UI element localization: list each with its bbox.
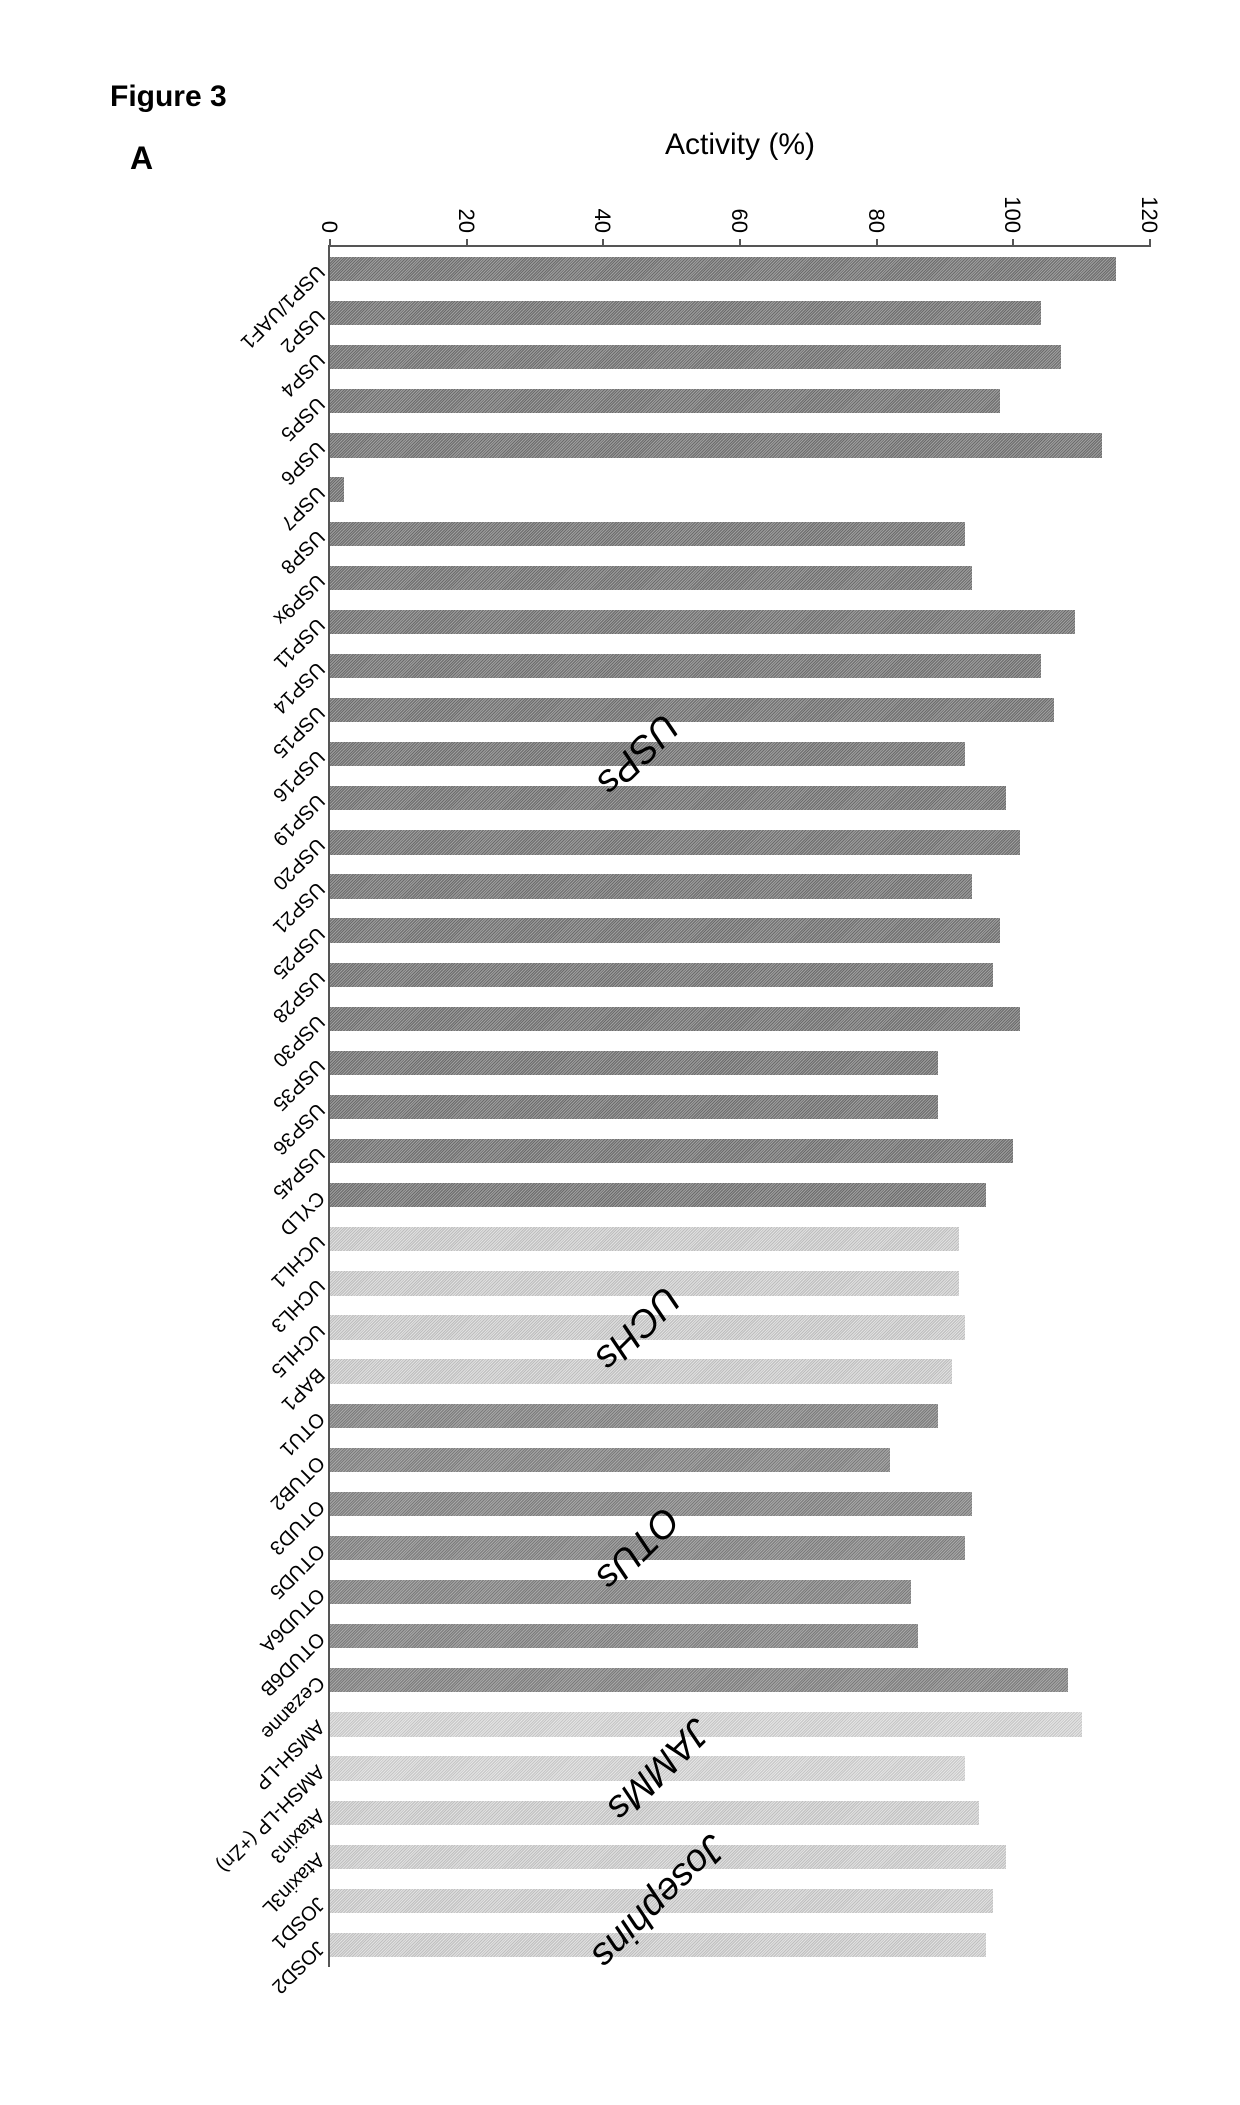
bar	[330, 1712, 1082, 1736]
bar	[330, 654, 1041, 678]
bar	[330, 477, 344, 501]
x-tick-label: USP6	[275, 436, 328, 489]
bar	[330, 1007, 1020, 1031]
bar	[330, 566, 972, 590]
bar	[330, 433, 1102, 457]
page: Figure 3 A Activity (%) 020406080100120U…	[0, 0, 1240, 2105]
bar	[330, 786, 1007, 810]
bar	[330, 1315, 966, 1339]
bar	[330, 1933, 986, 1957]
bar	[330, 1051, 938, 1075]
bar	[330, 1183, 986, 1207]
bar	[330, 1801, 979, 1825]
bar	[330, 1492, 972, 1516]
bar	[330, 1580, 911, 1604]
bar	[330, 874, 972, 898]
bar	[330, 257, 1116, 281]
x-tick-label: USP4	[275, 348, 328, 401]
y-tick-label: 0	[316, 221, 342, 247]
bar	[330, 698, 1054, 722]
bar	[330, 345, 1061, 369]
bar	[330, 1095, 938, 1119]
x-tick-label: USP7	[275, 480, 328, 533]
bar	[330, 1624, 918, 1648]
y-axis-title: Activity (%)	[665, 128, 815, 162]
x-tick-label: USP5	[275, 392, 328, 445]
y-tick-label: 60	[726, 209, 752, 247]
bar	[330, 522, 966, 546]
bar	[330, 1139, 1013, 1163]
y-tick-label: 20	[453, 209, 479, 247]
bar	[330, 1271, 959, 1295]
bar	[330, 610, 1075, 634]
bar	[330, 963, 993, 987]
y-tick-label: 80	[863, 209, 889, 247]
bar	[330, 1359, 952, 1383]
bar	[330, 389, 1000, 413]
bar	[330, 918, 1000, 942]
plot-area: 020406080100120USP1/UAF1USP2USP4USP5USP6…	[328, 245, 1150, 1967]
bar	[330, 1404, 938, 1428]
x-tick-label: USP8	[275, 524, 328, 577]
bar	[330, 1227, 959, 1251]
y-tick-label: 120	[1136, 196, 1162, 247]
bar	[330, 742, 966, 766]
y-tick-label: 100	[999, 196, 1025, 247]
bar	[330, 301, 1041, 325]
chart: Activity (%) 020406080100120USP1/UAF1USP…	[130, 105, 1190, 2005]
bar	[330, 830, 1020, 854]
y-tick-label: 40	[589, 209, 615, 247]
bars-layer	[330, 247, 1150, 1967]
x-tick-label: OTU1	[275, 1407, 329, 1461]
bar	[330, 1536, 966, 1560]
bar	[330, 1845, 1007, 1869]
bar	[330, 1448, 890, 1472]
bar	[330, 1668, 1068, 1692]
bar	[330, 1756, 966, 1780]
bar	[330, 1889, 993, 1913]
